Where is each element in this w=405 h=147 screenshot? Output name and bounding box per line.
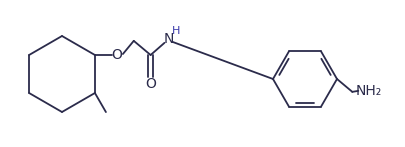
Text: O: O [145,77,156,91]
Text: H: H [172,26,180,36]
Text: N: N [163,32,173,46]
Text: O: O [111,48,122,62]
Text: NH₂: NH₂ [354,84,381,98]
